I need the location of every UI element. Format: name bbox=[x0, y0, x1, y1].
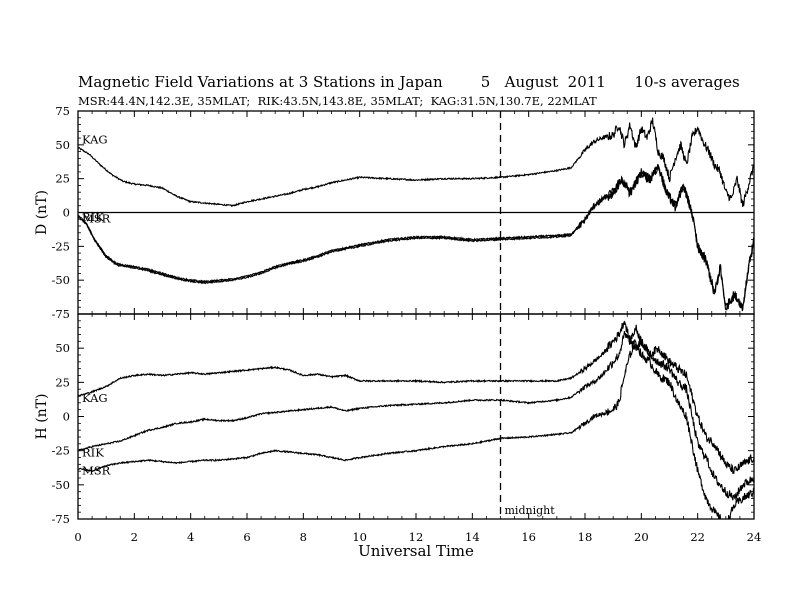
y-tick-label: 25 bbox=[55, 172, 70, 186]
chart-subtitle: MSR:44.4N,142.3E, 35MLAT; RIK:43.5N,143.… bbox=[78, 94, 597, 108]
y-tick-label: -25 bbox=[51, 239, 70, 253]
x-tick-label: 16 bbox=[521, 530, 536, 544]
y-tick-label: -75 bbox=[51, 307, 70, 321]
series-label-msr: MSR bbox=[82, 463, 111, 477]
y-tick-label: 0 bbox=[63, 206, 70, 220]
y-tick-label: 50 bbox=[55, 138, 70, 152]
y-tick-label: -25 bbox=[51, 444, 70, 458]
x-tick-label: 24 bbox=[747, 530, 762, 544]
y-axis-label: H (nT) bbox=[34, 394, 50, 440]
x-tick-label: 6 bbox=[243, 530, 250, 544]
y-tick-label: 25 bbox=[55, 375, 70, 389]
x-tick-label: 12 bbox=[409, 530, 424, 544]
series-label-msr: MSR bbox=[82, 212, 111, 226]
y-axis-label: D (nT) bbox=[34, 190, 50, 235]
series-line-kag bbox=[78, 117, 754, 208]
x-tick-label: 10 bbox=[352, 530, 367, 544]
x-tick-label: 8 bbox=[300, 530, 307, 544]
series-label-rik: RIK bbox=[82, 446, 104, 460]
y-tick-label: 75 bbox=[55, 104, 70, 118]
x-tick-label: 20 bbox=[634, 530, 649, 544]
x-tick-label: 4 bbox=[187, 530, 194, 544]
chart-title: Magnetic Field Variations at 3 Stations … bbox=[78, 73, 740, 91]
series-label-kag: KAG bbox=[82, 133, 108, 147]
series-label-kag: KAG bbox=[82, 391, 108, 405]
series-line-msr bbox=[78, 339, 754, 519]
y-tick-label: -75 bbox=[51, 512, 70, 526]
series-line-rik bbox=[78, 331, 754, 501]
x-tick-label: 0 bbox=[74, 530, 81, 544]
x-tick-label: 2 bbox=[131, 530, 138, 544]
x-tick-label: 18 bbox=[578, 530, 593, 544]
series-line-msr bbox=[78, 165, 754, 312]
series-label-rik: RIK bbox=[82, 210, 104, 224]
y-tick-label: 50 bbox=[55, 341, 70, 355]
panel-h: -75 -50 -25 0 25 50 H (nT) KAG RIK MSR bbox=[34, 313, 755, 526]
y-tick-label: 0 bbox=[63, 410, 70, 424]
panel-frame bbox=[77, 313, 755, 520]
y-tick-label: -50 bbox=[51, 273, 70, 287]
midnight-label: midnight bbox=[505, 504, 556, 517]
x-axis-label: Universal Time bbox=[358, 542, 474, 560]
x-tick-label: 22 bbox=[690, 530, 705, 544]
x-tick-label: 14 bbox=[465, 530, 480, 544]
y-tick-label: -50 bbox=[51, 478, 70, 492]
